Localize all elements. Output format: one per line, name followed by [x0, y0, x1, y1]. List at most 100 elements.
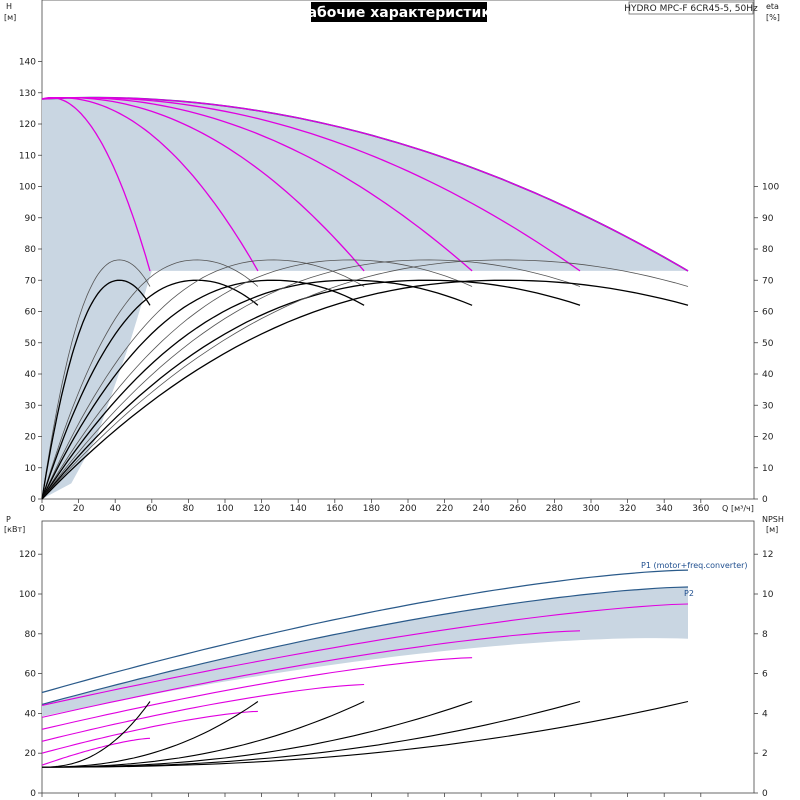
npsh-tick-label: 8 — [762, 630, 768, 640]
power-curve-3-pumps — [41, 683, 365, 742]
p-tick-label: 100 — [19, 590, 36, 600]
power-npsh-marks — [41, 569, 689, 768]
head-curve-1-pumps — [41, 96, 151, 272]
h-axis-unit: [м] — [4, 13, 16, 22]
eta-curve-max-4-pumps — [41, 259, 473, 500]
q-tick-label: 140 — [290, 504, 307, 514]
q-tick-label: 60 — [146, 504, 158, 514]
p-axis-name: P — [6, 515, 11, 524]
npsh-tick-label: 4 — [762, 709, 768, 719]
p2-curve — [41, 586, 689, 705]
h-tick-label: 20 — [25, 433, 37, 443]
h-tick-label: 130 — [19, 89, 36, 99]
h-tick-label: 100 — [19, 183, 36, 193]
h-tick-label: 140 — [19, 58, 36, 68]
q-tick-label: 180 — [363, 504, 380, 514]
npsh-tick-label: 10 — [762, 590, 774, 600]
h-tick-label: 60 — [25, 308, 37, 318]
npsh-tick-label: 12 — [762, 550, 773, 560]
q-axis-unit: [м³/ч] — [731, 504, 754, 513]
eta-tick-label: 70 — [762, 276, 774, 286]
eta-curve-max-6-pumps — [41, 259, 689, 500]
eta-tick-label: 40 — [762, 370, 774, 380]
npsh-curve-1-pumps — [42, 701, 151, 768]
eta-curve-max-3-pumps — [41, 259, 365, 500]
q-tick-label: 100 — [216, 504, 233, 514]
head-curve-4-pumps — [41, 96, 473, 272]
q-tick-label: 120 — [253, 504, 270, 514]
head-curve-2-pumps — [41, 96, 259, 272]
eta-tick-label: 90 — [762, 214, 774, 224]
h-tick-label: 40 — [25, 370, 37, 380]
eta-curve-5-pumps — [41, 279, 581, 500]
power-curve-2-pumps — [41, 710, 258, 754]
eta-curve-1-pumps — [41, 279, 151, 500]
power-curve-5-pumps — [41, 630, 581, 718]
eta-tick-label: 80 — [762, 245, 774, 255]
h-axis-name: H — [6, 2, 12, 11]
q-tick-label: 360 — [692, 504, 709, 514]
q-tick-label: 280 — [546, 504, 563, 514]
q-tick-label: 40 — [109, 504, 121, 514]
head-eta-marks — [41, 96, 689, 500]
p-tick-label: 20 — [25, 749, 37, 759]
q-tick-label: 240 — [473, 504, 490, 514]
h-tick-label: 80 — [25, 245, 37, 255]
eta-curve-2-pumps — [41, 279, 259, 500]
head-eta-ticks: 0 20 40 60 80 100 120 140 160 180 200 220 240 260 280 3… — [19, 58, 780, 515]
eta-tick-label: 50 — [762, 339, 774, 349]
p-tick-label: 80 — [25, 630, 37, 640]
npsh-tick-label: 6 — [762, 670, 768, 680]
q-axis-name: Q — [722, 504, 728, 513]
chart-title-background — [311, 2, 487, 22]
eta-curve-3-pumps — [41, 279, 365, 500]
npsh-curve-2-pumps — [42, 701, 259, 768]
eta-tick-label: 100 — [762, 183, 779, 193]
npsh-tick-label: 0 — [762, 789, 768, 799]
h-tick-label: 10 — [25, 464, 37, 474]
eta-tick-label: 10 — [762, 464, 774, 474]
h-tick-label: 110 — [19, 151, 36, 161]
q-tick-label: 300 — [582, 504, 599, 514]
eta-tick-label: 20 — [762, 433, 774, 443]
q-tick-label: 160 — [326, 504, 343, 514]
p-tick-label: 60 — [25, 670, 37, 680]
power-npsh-ticks: 0 20 40 60 80 100 120 0 2 4 6 8 10 12 — [19, 550, 774, 799]
power-operating-band — [42, 587, 688, 717]
eta-curve-max-2-pumps — [41, 259, 259, 500]
eta-curve-6-pumps — [41, 279, 689, 500]
q-tick-label: 320 — [619, 504, 636, 514]
q-tick-label: 0 — [39, 504, 45, 514]
eta-tick-label: 0 — [762, 495, 768, 505]
head-operating-band — [42, 97, 688, 499]
eta-tick-label: 60 — [762, 308, 774, 318]
npsh-tick-label: 2 — [762, 749, 768, 759]
head-curve-6-pumps — [41, 96, 689, 272]
q-tick-label: 200 — [399, 504, 416, 514]
head-curve-3-pumps — [41, 96, 365, 272]
h-tick-label: 70 — [25, 276, 37, 286]
q-tick-label: 340 — [656, 504, 673, 514]
power-curve-4-pumps — [41, 657, 473, 730]
power-npsh-plot-frame — [41, 520, 755, 794]
power-npsh-panel — [41, 520, 755, 794]
npsh-axis-unit: [м] — [766, 525, 778, 534]
power-curve-1-pumps — [41, 737, 151, 766]
q-tick-label: 80 — [183, 504, 195, 514]
power-curve-6-pumps — [41, 603, 689, 706]
model-label: HYDRO MPC-F 6CR45-5, 50Hz — [624, 4, 758, 14]
h-tick-label: 30 — [25, 401, 37, 411]
npsh-curve-3-pumps — [42, 700, 365, 768]
series-label-p1: P1 (motor+freq.converter) — [641, 561, 748, 570]
q-tick-label: 220 — [436, 504, 453, 514]
h-tick-label: 90 — [25, 214, 37, 224]
eta-axis-unit: [%] — [766, 13, 780, 22]
eta-axis-name: eta — [766, 2, 779, 11]
p-tick-label: 40 — [25, 709, 37, 719]
npsh-curve-6-pumps — [42, 700, 689, 768]
eta-curve-max-1-pumps — [41, 259, 151, 500]
series-label-p2: P2 — [684, 589, 694, 598]
q-tick-label: 20 — [73, 504, 85, 514]
p-tick-label: 120 — [19, 550, 36, 560]
